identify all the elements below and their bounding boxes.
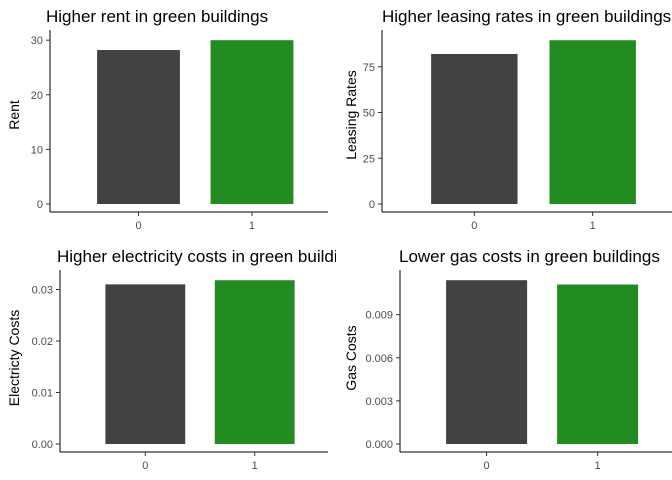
- chart-panel-2: Higher leasing rates in green buildings L…: [343, 7, 672, 232]
- chart-title: Higher electricity costs in green buildi…: [57, 247, 365, 266]
- bar-1: [549, 40, 636, 205]
- y-tick-label: 10: [31, 144, 43, 156]
- x-tick-label: 1: [595, 460, 601, 472]
- y-tick-label: 0: [37, 199, 43, 211]
- y-tick-label: 0.003: [365, 396, 393, 408]
- bar-0: [105, 284, 186, 444]
- y-axis-label: Rent: [6, 100, 22, 130]
- y-tick-label: 0: [369, 199, 375, 211]
- y-tick-label: 0.009: [365, 310, 393, 322]
- x-tick-label: 0: [471, 220, 477, 232]
- chart-title: Higher rent in green buildings: [46, 7, 268, 26]
- bar-0: [431, 53, 518, 205]
- bar-0: [446, 280, 528, 444]
- y-axis-label: Electricty Costs: [6, 310, 22, 406]
- chart-title: Higher leasing rates in green buildings: [382, 7, 671, 26]
- y-tick-label: 50: [363, 108, 375, 120]
- bar-1: [214, 280, 295, 444]
- x-tick-label: 0: [484, 460, 490, 472]
- chart-panel-3: Higher electricity costs in green buildi…: [6, 247, 365, 472]
- x-tick-label: 1: [252, 460, 258, 472]
- y-axis-label: Leasing Rates: [343, 70, 359, 160]
- x-tick-label: 1: [590, 220, 596, 232]
- y-tick-label: 0.000: [365, 439, 393, 451]
- bar-1: [557, 284, 639, 444]
- y-tick-label: 0.00: [32, 439, 53, 451]
- bar-1: [210, 40, 294, 204]
- x-tick-label: 1: [249, 220, 255, 232]
- chart-panel-1: Higher rent in green buildingsRent010203…: [6, 7, 328, 232]
- y-tick-label: 0.006: [365, 353, 393, 365]
- y-tick-label: 20: [31, 90, 43, 102]
- y-tick-label: 0.02: [32, 336, 53, 348]
- y-axis-label: Gas Costs: [343, 325, 359, 390]
- y-tick-label: 0.01: [32, 388, 53, 400]
- x-tick-label: 0: [135, 220, 141, 232]
- bar-0: [97, 50, 180, 205]
- y-tick-label: 30: [31, 35, 43, 47]
- y-tick-label: 75: [363, 62, 375, 74]
- chart-panel-4: Lower gas costs in green buildings Gas Co…: [343, 247, 672, 472]
- y-tick-label: 25: [363, 153, 375, 165]
- y-tick-label: 0.03: [32, 285, 53, 297]
- chart-title: Lower gas costs in green buildings: [399, 247, 660, 266]
- x-tick-label: 0: [142, 460, 148, 472]
